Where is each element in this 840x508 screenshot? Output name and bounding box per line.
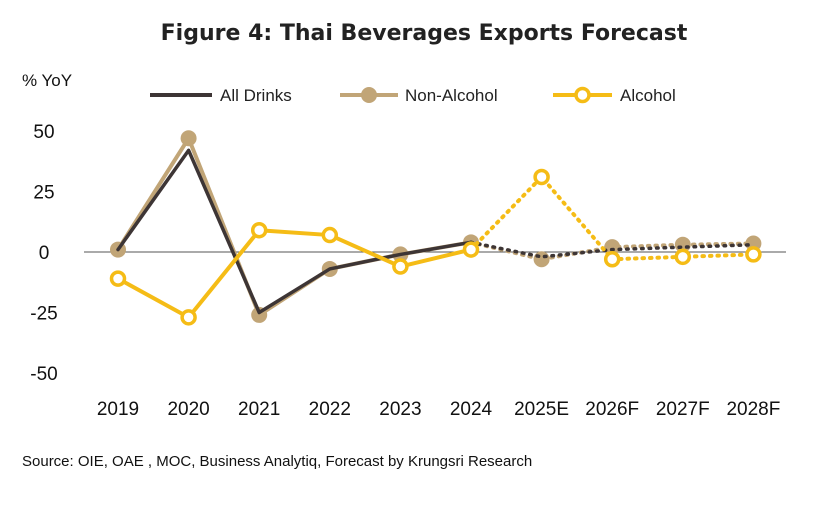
y-tick-label: 50 xyxy=(33,122,54,143)
data-point xyxy=(392,258,409,275)
legend-label: Non-Alcohol xyxy=(405,86,498,105)
chart-title: Figure 4: Thai Beverages Exports Forecas… xyxy=(161,21,688,46)
data-point xyxy=(603,251,621,268)
data-point xyxy=(250,221,268,239)
data-point xyxy=(533,168,550,186)
data-point xyxy=(674,248,692,266)
x-tick-label: 2023 xyxy=(379,399,421,420)
data-point xyxy=(180,309,197,326)
x-tick-label: 2027F xyxy=(656,399,710,420)
series-line-actual xyxy=(116,148,473,315)
series-layer xyxy=(109,130,762,326)
legend-item: All Drinks xyxy=(150,86,292,105)
x-axis-ticks: 2019 2020 2021 2022 2023 2024 2025E 2026F 2027F 2… xyxy=(97,399,780,420)
data-point xyxy=(604,239,621,256)
y-axis-ticks: 50 25 0 -25 -50 xyxy=(30,122,57,385)
legend-item: Non-Alcohol xyxy=(340,86,498,105)
y-axis-label: % YoY xyxy=(22,71,72,90)
y-tick-label: 0 xyxy=(39,243,50,264)
y-tick-label: 25 xyxy=(33,183,54,204)
x-tick-label: 2020 xyxy=(167,399,209,420)
x-tick-label: 2028F xyxy=(726,399,780,420)
series-line-actual xyxy=(116,228,473,320)
source-note: Source: OIE, OAE , MOC, Business Analyti… xyxy=(22,453,532,470)
legend-item: Alcohol xyxy=(553,86,676,105)
x-tick-label: 2026F xyxy=(585,399,639,420)
y-tick-label: -25 xyxy=(30,304,57,325)
x-tick-label: 2025E xyxy=(514,399,569,420)
x-tick-label: 2019 xyxy=(97,399,139,420)
y-tick-label: -50 xyxy=(30,364,57,385)
data-point xyxy=(109,270,127,287)
series-alcohol xyxy=(109,168,762,326)
x-tick-label: 2021 xyxy=(238,399,280,420)
x-tick-label: 2024 xyxy=(450,399,493,420)
legend-marker xyxy=(361,87,377,103)
series-line-forecast xyxy=(469,240,756,259)
legend-marker xyxy=(574,86,591,104)
legend-label: Alcohol xyxy=(620,86,676,105)
series-line-actual xyxy=(116,136,473,317)
data-point xyxy=(462,241,480,258)
data-point xyxy=(745,246,762,263)
legend: All Drinks Non-Alcohol Alcohol xyxy=(150,86,676,105)
series-all-drinks xyxy=(116,148,756,315)
legend-label: All Drinks xyxy=(220,86,292,105)
x-tick-label: 2022 xyxy=(309,399,351,420)
data-point xyxy=(180,130,197,147)
data-point xyxy=(321,226,339,244)
data-point xyxy=(533,251,550,268)
